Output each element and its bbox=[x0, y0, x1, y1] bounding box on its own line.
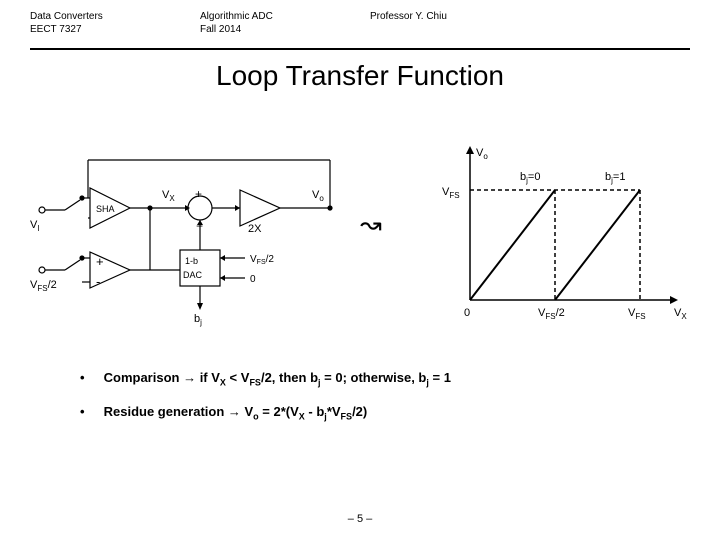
xtick-mid: VFS/2 bbox=[538, 307, 565, 321]
b2-mid: = 2*(V bbox=[259, 404, 299, 419]
bullet-list: • Comparison → if VX < VFS/2, then bj = … bbox=[80, 370, 451, 437]
leads-to-arrow: ↝ bbox=[360, 210, 382, 240]
page-number-text: – 5 – bbox=[348, 513, 372, 525]
b1-mid3: = 0; otherwise, b bbox=[321, 370, 427, 385]
header-course: Data Converters EECT 7327 bbox=[30, 10, 103, 36]
ytick-vfs: VFS bbox=[442, 186, 460, 200]
b2-pre: Residue generation → V bbox=[104, 404, 254, 419]
b1-sub2: FS bbox=[249, 378, 261, 388]
label-gain: 2X bbox=[248, 223, 262, 235]
title-text: Loop Transfer Function bbox=[216, 60, 504, 91]
b2-end: /2) bbox=[352, 404, 367, 419]
slide-title: Loop Transfer Function bbox=[0, 60, 720, 92]
arrow-glyph: ↝ bbox=[360, 210, 382, 239]
transfer-graph: Vo VX VFS 0 VFS/2 VFS bj=0 bj=1 bbox=[430, 140, 690, 330]
label-vi: VI bbox=[30, 219, 40, 233]
b1-mid: < V bbox=[226, 370, 250, 385]
b1-mid2: /2, then b bbox=[261, 370, 318, 385]
label-dac-in-bot: 0 bbox=[250, 274, 256, 285]
term: Fall 2014 bbox=[200, 24, 241, 35]
label-dac2: DAC bbox=[183, 270, 203, 280]
label-sha: SHA bbox=[96, 204, 115, 214]
circuit-diagram: VI VFS/2 SHA + - VX + − 2X Vo 1-b DAC VF… bbox=[30, 140, 350, 330]
label-comp-plus: + bbox=[96, 254, 104, 269]
annot-bj1: bj=1 bbox=[605, 171, 625, 185]
topic-name: Algorithmic ADC bbox=[200, 11, 273, 22]
slide-header: Data Converters EECT 7327 Algorithmic AD… bbox=[30, 10, 690, 50]
b1-pre: Comparison → if V bbox=[104, 370, 220, 385]
label-vx: VX bbox=[162, 189, 175, 203]
label-dac-in-top: VFS/2 bbox=[250, 254, 274, 266]
xtick-0: 0 bbox=[464, 307, 470, 319]
b2-mid2: - b bbox=[305, 404, 325, 419]
course-code: EECT 7327 bbox=[30, 24, 82, 35]
label-vo: Vo bbox=[312, 189, 324, 203]
professor: Professor Y. Chiu bbox=[370, 11, 447, 22]
figures-container: VI VFS/2 SHA + - VX + − 2X Vo 1-b DAC VF… bbox=[30, 140, 690, 340]
header-professor: Professor Y. Chiu bbox=[370, 10, 447, 23]
xtick-vfs: VFS bbox=[628, 307, 646, 321]
axis-y-label: Vo bbox=[476, 147, 488, 161]
course-name: Data Converters bbox=[30, 11, 103, 22]
b2-mid3: *V bbox=[327, 404, 341, 419]
annot-bj0: bj=0 bbox=[520, 171, 540, 185]
label-sum-minus: − bbox=[196, 219, 203, 233]
page-number: – 5 – bbox=[0, 513, 720, 525]
label-comp-minus: - bbox=[96, 274, 100, 289]
label-dac1: 1-b bbox=[185, 256, 198, 266]
b1-end: = 1 bbox=[429, 370, 451, 385]
bullet-2: • Residue generation → Vo = 2*(VX - bj*V… bbox=[80, 404, 451, 422]
bullet-1: • Comparison → if VX < VFS/2, then bj = … bbox=[80, 370, 451, 388]
label-sum-plus: + bbox=[195, 187, 202, 201]
axis-x-label: VX bbox=[674, 307, 687, 321]
label-bj: bj bbox=[194, 313, 202, 327]
b2-sub4: FS bbox=[341, 411, 353, 421]
header-topic: Algorithmic ADC Fall 2014 bbox=[200, 10, 273, 36]
label-vfs2: VFS/2 bbox=[30, 279, 57, 293]
